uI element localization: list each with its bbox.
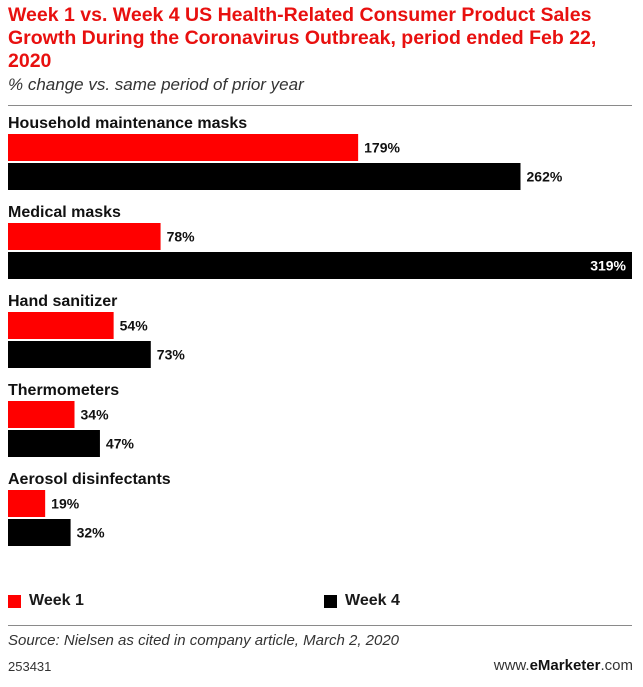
category-label-thermometers: Thermometers	[8, 382, 119, 399]
category-label-medical-masks: Medical masks	[8, 204, 121, 221]
bar-week-1-medical-masks	[8, 223, 161, 250]
legend-label-week4: Week 4	[345, 592, 400, 609]
bottom-divider	[8, 625, 632, 626]
value-label-week-4-hand-sanitizer: 73%	[157, 347, 186, 363]
bar-week-4-aerosol-disinfectants	[8, 519, 71, 546]
bar-week-1-household-maintenance-masks	[8, 134, 359, 161]
value-label-week-4-thermometers: 47%	[106, 436, 135, 452]
value-label-week-1-thermometers: 34%	[81, 407, 110, 423]
legend-swatch-week4	[324, 594, 337, 608]
legend-item-week4: Week 4	[324, 592, 400, 610]
top-divider	[8, 105, 632, 106]
bar-week-4-hand-sanitizer	[8, 341, 151, 368]
legend-label-week1: Week 1	[29, 592, 84, 609]
value-label-week-1-household-maintenance-masks: 179%	[364, 140, 400, 156]
brand-suffix: .com	[600, 657, 633, 674]
legend-item-week1: Week 1	[8, 592, 84, 610]
bar-week-1-thermometers	[8, 401, 75, 428]
source-note: Source: Nielsen as cited in company arti…	[8, 632, 400, 649]
brand-prefix: www.	[493, 657, 530, 674]
brand-name: eMarketer	[529, 657, 601, 674]
chart-subtitle: % change vs. same period of prior year	[8, 75, 304, 94]
category-label-household-maintenance-masks: Household maintenance masks	[8, 115, 247, 132]
value-label-week-4-medical-masks: 319%	[590, 258, 626, 274]
brand-logo: www.eMarketer.com	[494, 657, 633, 674]
value-label-week-1-medical-masks: 78%	[167, 229, 196, 245]
value-label-week-1-aerosol-disinfectants: 19%	[51, 496, 80, 512]
bar-week-1-aerosol-disinfectants	[8, 490, 46, 517]
category-label-hand-sanitizer: Hand sanitizer	[8, 293, 117, 310]
bar-chart: Household maintenance masks 179% 262% Medic…	[8, 115, 632, 546]
bar-week-4-thermometers	[8, 430, 100, 457]
bar-week-4-medical-masks	[8, 252, 632, 279]
bar-week-1-hand-sanitizer	[8, 312, 114, 339]
category-label-aerosol-disinfectants: Aerosol disinfectants	[8, 471, 171, 488]
chart-id: 253431	[8, 659, 52, 674]
legend-swatch-week1	[8, 594, 21, 608]
value-label-week-4-aerosol-disinfectants: 32%	[77, 525, 106, 541]
value-label-week-4-household-maintenance-masks: 262%	[527, 169, 563, 185]
value-label-week-1-hand-sanitizer: 54%	[120, 318, 149, 334]
chart-title: Week 1 vs. Week 4 US Health-Related Cons…	[8, 4, 597, 72]
bar-week-4-household-maintenance-masks	[8, 163, 521, 190]
